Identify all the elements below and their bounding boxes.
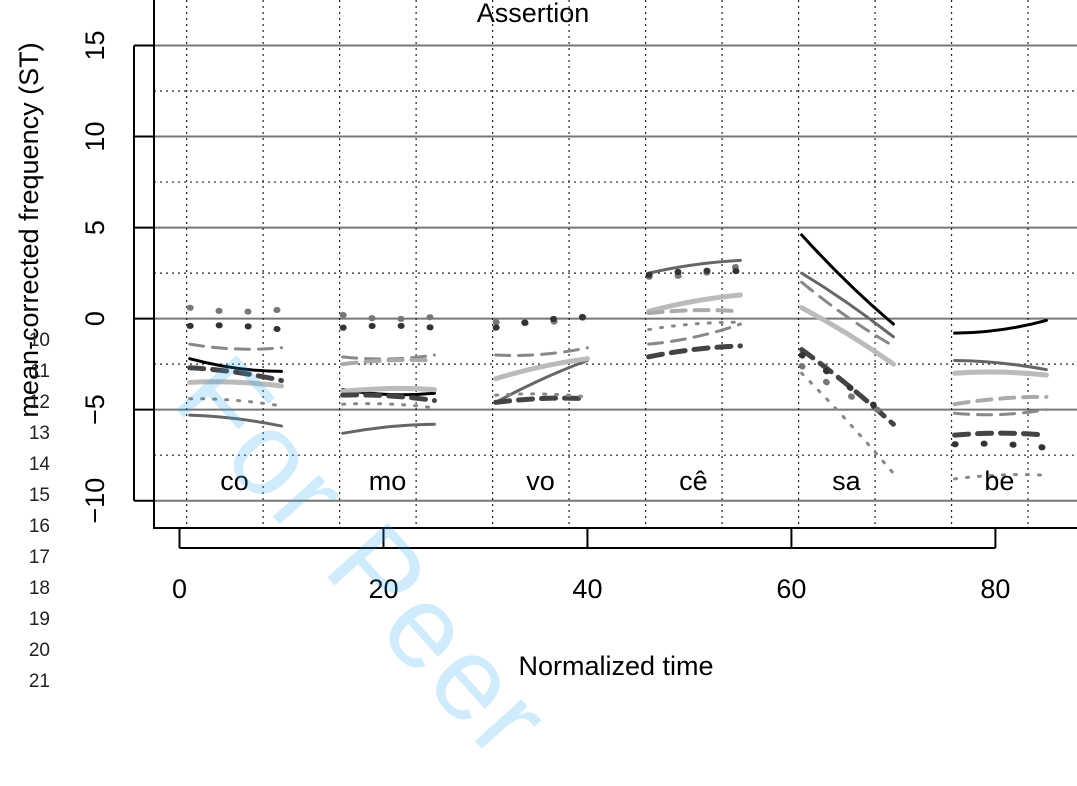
series-3-segment-4 (800, 280, 895, 348)
syllable-label: co (220, 466, 249, 496)
x-tick-label: 80 (980, 574, 1010, 604)
line-number: 15 (28, 485, 50, 506)
axes-layer: Assertion Normalized time mean-corrected… (14, 0, 1077, 681)
chart-title: Assertion (477, 0, 590, 28)
line-number: 13 (28, 423, 50, 444)
x-tick-label: 20 (368, 574, 398, 604)
series-0-segment-2 (800, 233, 895, 326)
line-number: 14 (28, 454, 50, 475)
series-0-segment-0 (188, 357, 283, 373)
series-5-segment-5 (952, 430, 1049, 438)
series-4-segment-0 (340, 357, 437, 367)
series-7-segment-4 (798, 352, 897, 424)
series-2-segment-1 (340, 385, 437, 394)
series-5-segment-4 (799, 347, 896, 427)
series-8-segment-4 (800, 371, 895, 475)
syllable-label: cê (679, 466, 708, 496)
series-4-segment-2 (952, 394, 1049, 407)
y-axis-label: mean-corrected frequency (ST) (14, 42, 44, 417)
series-0-segment-3 (953, 318, 1048, 335)
series-7-segment-1 (339, 322, 438, 331)
series-2-segment-3 (646, 292, 743, 314)
line-number: 12 (28, 392, 50, 413)
series-5-segment-3 (646, 343, 743, 360)
series-1-segment-0 (188, 413, 283, 428)
series-1-segment-5 (953, 358, 1048, 372)
series-7-segment-0 (186, 322, 285, 333)
series-3-segment-0 (188, 342, 283, 351)
y-tick-label: 0 (80, 311, 110, 326)
y-tick-label: −10 (80, 478, 110, 524)
series-8-segment-1 (341, 402, 436, 410)
series-4-segment-1 (646, 308, 743, 316)
y-tick-label: −5 (80, 394, 110, 425)
series-2-segment-0 (187, 379, 284, 389)
syllable-layer: co mo vo cê sa be (220, 466, 1014, 496)
x-tick-label: 60 (776, 574, 806, 604)
series-8-segment-0 (188, 397, 283, 408)
line-number: 17 (28, 547, 50, 568)
series-2-segment-4 (799, 305, 896, 367)
plot-frame (153, 0, 1077, 529)
series-8-segment-5 (953, 473, 1048, 481)
series-1-segment-1 (341, 422, 436, 435)
y-tick-label: 10 (80, 122, 110, 152)
series-1-segment-3 (647, 258, 742, 275)
line-number: 18 (28, 578, 50, 599)
x-axis-label: Normalized time (518, 651, 713, 681)
syllable-label: be (984, 466, 1014, 496)
series-layer (186, 233, 1050, 481)
line-number: 20 (28, 640, 50, 661)
line-number: 16 (28, 516, 50, 537)
series-3-segment-2 (494, 346, 589, 357)
series-2-segment-2 (493, 356, 590, 382)
series-7-segment-5 (951, 440, 1050, 451)
series-2-segment-5 (952, 369, 1049, 378)
series-1-segment-2 (494, 358, 589, 404)
syllable-label: mo (369, 466, 407, 496)
series-5-segment-2 (493, 395, 590, 405)
series-8-segment-3 (647, 320, 742, 332)
series-1-segment-4 (800, 271, 895, 339)
series-5-segment-1 (340, 392, 437, 404)
line-number: 11 (30, 361, 50, 382)
line-number: 10 (28, 330, 50, 351)
assertion-chart: Assertion Normalized time mean-corrected… (14, 0, 1077, 681)
y-tick-label: 15 (80, 30, 110, 60)
line-number: 19 (28, 609, 50, 630)
series-3-segment-5 (953, 408, 1048, 417)
tick-layer: 0 20 40 60 80 −10 −5 0 5 10 15 (80, 30, 1010, 604)
syllable-label: vo (526, 466, 555, 496)
y-tick-label: 5 (80, 220, 110, 235)
series-5-segment-0 (187, 365, 284, 384)
grid-layer (154, 0, 1077, 528)
x-tick-label: 40 (572, 574, 602, 604)
series-8-segment-2 (494, 392, 589, 399)
series-6-segment-0 (186, 304, 285, 315)
syllable-label: sa (832, 466, 862, 496)
line-number: 21 (28, 671, 50, 692)
series-3-segment-3 (647, 322, 742, 346)
x-tick-label: 0 (172, 574, 187, 604)
